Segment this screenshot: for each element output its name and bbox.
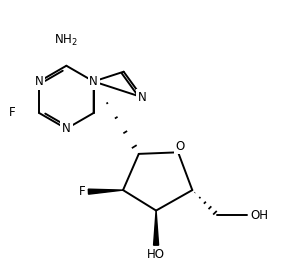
Text: N: N [89, 75, 98, 88]
Text: F: F [79, 185, 85, 198]
Polygon shape [154, 211, 159, 245]
Text: OH: OH [251, 209, 269, 222]
Text: HO: HO [147, 248, 165, 261]
Text: O: O [175, 140, 184, 153]
Text: N: N [35, 75, 44, 88]
Text: NH$_2$: NH$_2$ [55, 33, 78, 48]
Polygon shape [88, 189, 123, 194]
Text: N: N [62, 122, 71, 135]
Text: N: N [138, 91, 147, 104]
Text: F: F [9, 106, 16, 119]
